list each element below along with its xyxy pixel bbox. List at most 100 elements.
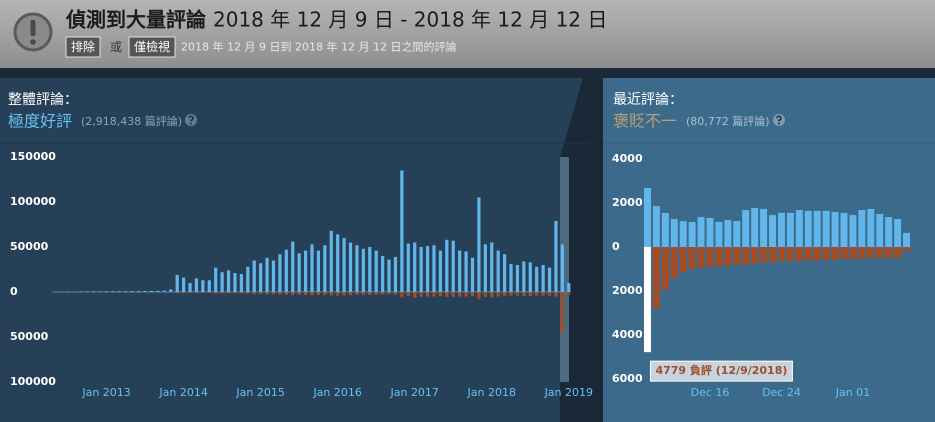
help-icon[interactable]: [773, 114, 785, 126]
bar: [903, 232, 911, 247]
bar: [515, 292, 520, 296]
bar: [438, 292, 442, 297]
bar: [368, 247, 372, 292]
y-tick-label: 6000: [612, 372, 643, 385]
bar: [336, 292, 340, 296]
bar: [316, 250, 321, 292]
bar: [220, 272, 224, 292]
bar: [813, 210, 821, 247]
bar: [432, 292, 436, 297]
bar: [697, 247, 705, 268]
bar: [786, 212, 794, 247]
bar: [554, 292, 558, 297]
bar: [760, 247, 768, 263]
bar: [567, 283, 571, 292]
bar: [567, 292, 571, 295]
bar: [419, 247, 423, 292]
tooltip: 4779 負評 (12/9/2018): [649, 360, 793, 382]
overall-count: (2,918,438 篇評論): [81, 114, 182, 128]
recent-rating: 褒貶不一: [613, 112, 677, 131]
x-tick-label: Jan 2015: [235, 386, 284, 399]
bar: [464, 292, 468, 297]
bar: [316, 292, 321, 295]
bar: [303, 250, 308, 292]
bar: [840, 247, 848, 260]
bar: [374, 292, 378, 295]
bar: [876, 214, 884, 247]
bar: [541, 265, 545, 292]
bar: [207, 292, 211, 293]
bar: [175, 292, 179, 294]
exclude-button-label[interactable]: 排除: [71, 39, 95, 54]
bar: [323, 292, 327, 296]
bar: [438, 250, 442, 292]
bar: [214, 267, 218, 292]
bar: [265, 292, 269, 295]
bar: [387, 259, 391, 292]
y-tick-label: 4000: [612, 328, 643, 341]
bar: [795, 247, 803, 262]
bar: [706, 247, 714, 267]
bar: [445, 239, 449, 292]
bar: [554, 220, 558, 292]
bar: [715, 247, 723, 267]
bar: [259, 263, 263, 292]
exclude-button[interactable]: [65, 36, 101, 58]
y-tick-label: 2000: [612, 196, 643, 209]
bar: [194, 292, 199, 294]
bar: [652, 247, 660, 308]
bar: [355, 245, 359, 292]
only-button-label[interactable]: 僅檢視: [134, 39, 170, 54]
bar: [207, 280, 211, 292]
bar: [92, 291, 96, 292]
y-tick-label: 50000: [10, 240, 49, 253]
y-tick-label: 100000: [10, 195, 56, 208]
only-button[interactable]: [128, 36, 176, 58]
bar: [515, 265, 520, 292]
bar: [535, 292, 539, 296]
bar: [220, 292, 224, 294]
bar: [303, 292, 308, 295]
bar: [265, 257, 269, 292]
x-tick-label: Jan 2013: [81, 386, 130, 399]
bar: [496, 250, 500, 292]
bar: [156, 290, 160, 292]
alert-icon-bar: [30, 20, 36, 36]
bar: [652, 206, 660, 247]
bar: [885, 247, 893, 258]
bar: [310, 244, 314, 292]
bar: [733, 247, 741, 265]
bar: [477, 292, 481, 300]
bar: [124, 291, 128, 292]
bar: [259, 292, 263, 295]
bar: [777, 247, 785, 262]
bar: [733, 221, 741, 247]
bar: [194, 278, 199, 292]
bar: [348, 242, 353, 292]
bar: [425, 246, 430, 292]
bar: [742, 210, 750, 247]
bar: [858, 247, 866, 260]
bar: [425, 292, 430, 297]
bar: [769, 215, 777, 247]
bar: [509, 264, 513, 292]
bar: [246, 266, 250, 292]
bar: [464, 251, 468, 292]
x-tick-label: Jan 2016: [312, 386, 361, 399]
bar: [795, 210, 803, 247]
bar: [214, 292, 218, 294]
bar: [541, 292, 545, 296]
tooltip-box: [649, 360, 793, 382]
bar: [760, 208, 768, 247]
bar: [831, 247, 839, 261]
x-tick-label: Dec 16: [691, 386, 730, 399]
bar: [894, 219, 902, 247]
help-icon[interactable]: [185, 114, 197, 126]
bar: [406, 292, 410, 297]
bar: [413, 242, 417, 292]
bar: [252, 292, 256, 295]
bar: [413, 292, 417, 298]
bar: [361, 248, 365, 292]
